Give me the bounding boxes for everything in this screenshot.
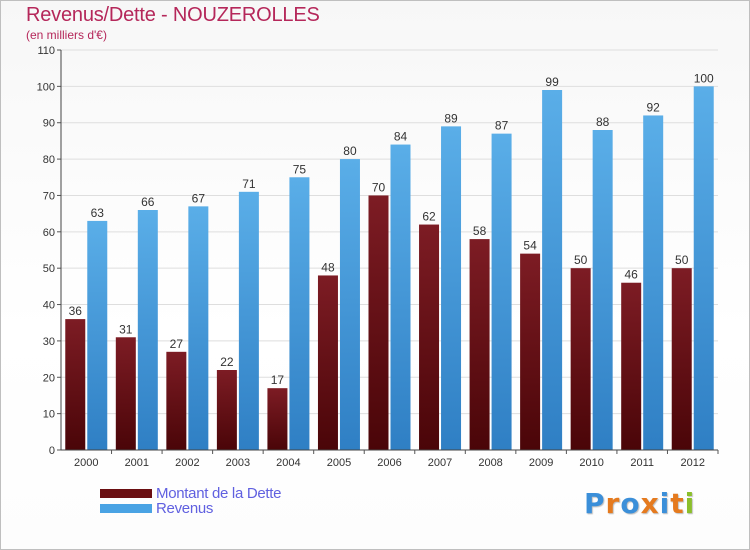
bar-revenus-2004: [289, 177, 310, 451]
bar-dette-2008: [469, 239, 490, 450]
data-label-revenus: 66: [141, 195, 155, 209]
data-label-dette: 17: [271, 373, 285, 387]
data-label-revenus: 63: [91, 206, 105, 220]
bar-revenus-2011: [643, 115, 664, 451]
legend-item-revenus: Revenus: [100, 500, 281, 517]
legend: Montant de la Dette Revenus: [100, 485, 282, 517]
x-tick-label: 2001: [125, 457, 149, 469]
data-label-dette: 31: [119, 322, 133, 336]
data-label-revenus: 88: [596, 115, 610, 129]
data-label-revenus: 100: [694, 71, 714, 85]
bar-dette-2005: [317, 275, 338, 450]
data-label-revenus: 80: [343, 144, 357, 158]
bar-dette-2009: [520, 253, 541, 450]
data-label-dette: 50: [675, 253, 689, 267]
data-label-revenus: 89: [444, 111, 458, 125]
x-tick-label: 2010: [579, 457, 603, 469]
data-label-revenus: 75: [293, 162, 307, 176]
proxiti-logo: Proxiti: [584, 487, 695, 520]
data-label-revenus: 84: [394, 130, 408, 144]
bar-revenus-2001: [137, 210, 158, 450]
bar-dette-2012: [671, 268, 692, 450]
data-label-dette: 58: [473, 224, 487, 238]
y-tick-label: 20: [43, 372, 55, 384]
logo-letter: t: [670, 487, 685, 520]
bar-revenus-2010: [592, 130, 613, 450]
bar-dette-2001: [115, 337, 136, 450]
data-label-dette: 62: [422, 210, 436, 224]
x-tick-label: 2008: [478, 457, 502, 469]
chart-subtitle: (en milliers d'€): [26, 28, 107, 42]
x-tick-label: 2005: [327, 457, 351, 469]
bar-revenus-2012: [693, 86, 714, 450]
bar-revenus-2000: [87, 220, 108, 450]
data-label-revenus: 92: [647, 100, 661, 114]
y-tick-label: 80: [43, 154, 55, 166]
data-label-revenus: 87: [495, 119, 509, 133]
y-tick-label: 10: [43, 409, 55, 421]
bar-revenus-2009: [542, 90, 563, 450]
data-label-revenus: 99: [545, 75, 559, 89]
y-tick-label: 0: [49, 445, 55, 457]
data-label-dette: 50: [574, 253, 588, 267]
x-tick-label: 2003: [226, 457, 250, 469]
data-label-dette: 27: [170, 337, 184, 351]
y-tick-label: 40: [43, 300, 55, 312]
bar-revenus-2006: [390, 144, 411, 450]
data-label-revenus: 71: [242, 177, 256, 191]
data-label-revenus: 67: [192, 191, 206, 205]
x-tick-label: 2012: [680, 457, 704, 469]
logo-letter: i: [659, 487, 671, 520]
x-tick-label: 2011: [630, 457, 654, 469]
y-tick-label: 60: [43, 227, 55, 239]
bar-dette-2003: [216, 370, 237, 450]
y-tick-label: 110: [37, 45, 55, 57]
data-label-dette: 54: [523, 239, 537, 253]
y-tick-label: 50: [43, 263, 55, 275]
bar-dette-2011: [621, 282, 642, 450]
bar-revenus-2007: [441, 126, 462, 450]
data-label-dette: 48: [321, 260, 335, 274]
x-tick-label: 2004: [276, 457, 300, 469]
y-tick-label: 30: [43, 336, 55, 348]
x-tick-label: 2006: [377, 457, 401, 469]
legend-label-dette: Montant de la Dette: [156, 485, 282, 502]
x-tick-label: 2000: [74, 457, 98, 469]
logo-letter: o: [620, 487, 641, 520]
legend-label-revenus: Revenus: [156, 500, 214, 517]
bar-revenus-2003: [238, 191, 259, 450]
data-label-dette: 22: [220, 355, 234, 369]
legend-swatch-revenus: [100, 504, 152, 513]
y-tick-label: 70: [43, 190, 55, 202]
logo-letter: r: [605, 487, 621, 520]
bar-dette-2004: [267, 388, 288, 450]
x-tick-label: 2002: [175, 457, 199, 469]
bar-dette-2010: [570, 268, 591, 450]
legend-item-dette: Montant de la Dette: [100, 485, 282, 502]
data-label-dette: 36: [69, 304, 83, 318]
data-label-dette: 46: [625, 268, 639, 282]
data-label-dette: 70: [372, 180, 386, 194]
x-tick-label: 2009: [529, 457, 553, 469]
bar-dette-2000: [65, 319, 86, 450]
logo-letter: x: [640, 487, 660, 520]
bar-dette-2007: [419, 224, 440, 450]
y-tick-label: 100: [37, 81, 55, 93]
chart-title: Revenus/Dette - NOUZEROLLES: [26, 4, 320, 26]
bar-revenus-2002: [188, 206, 209, 450]
bar-revenus-2005: [339, 159, 360, 450]
legend-swatch-dette: [100, 489, 152, 498]
x-tick-label: 2007: [428, 457, 452, 469]
y-tick-label: 90: [43, 118, 55, 130]
bar-dette-2006: [368, 195, 389, 450]
bar-revenus-2008: [491, 133, 512, 451]
bar-dette-2002: [166, 351, 187, 450]
logo-letter: i: [684, 487, 696, 520]
logo-letter: P: [584, 487, 606, 520]
